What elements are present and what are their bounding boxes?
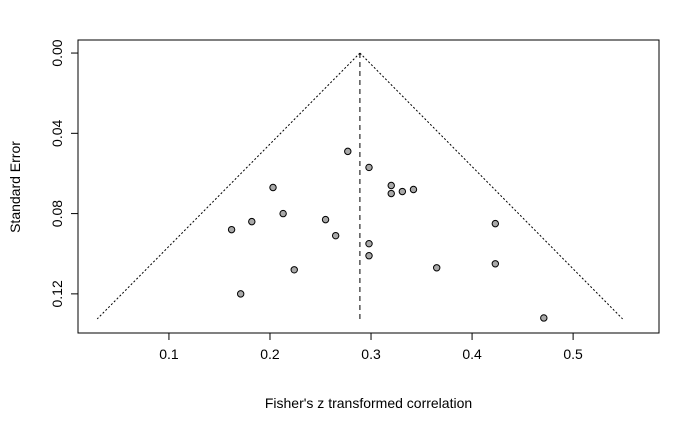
data-points	[227, 147, 548, 322]
data-point	[365, 252, 373, 260]
x-tick-label: 0.3	[361, 346, 381, 362]
data-point	[331, 231, 340, 240]
data-point	[398, 187, 407, 196]
data-point	[236, 290, 245, 298]
x-axis: 0.1 0.2 0.3 0.4 0.5	[159, 332, 583, 362]
y-tick-label: 0.12	[49, 280, 65, 307]
data-point	[387, 189, 395, 198]
data-point	[540, 314, 548, 322]
data-point	[491, 260, 500, 268]
y-tick-label: 0.04	[49, 119, 65, 146]
x-tick-label: 0.1	[159, 346, 179, 362]
data-point	[344, 147, 352, 156]
data-point	[248, 217, 256, 226]
data-point	[321, 215, 330, 224]
data-point	[227, 225, 236, 234]
data-point	[365, 163, 373, 172]
x-axis-label: Fisher's z transformed correlation	[265, 395, 472, 411]
data-point	[491, 219, 500, 228]
y-axis-label: Standard Error	[7, 141, 23, 233]
data-point	[279, 209, 287, 218]
data-point	[365, 239, 373, 248]
y-tick-label: 0.08	[49, 200, 65, 227]
x-tick-label: 0.4	[462, 346, 482, 362]
data-point	[433, 264, 441, 272]
data-point	[269, 183, 277, 192]
data-point	[290, 266, 298, 274]
y-tick-label: 0.00	[49, 39, 65, 66]
x-tick-label: 0.5	[563, 346, 583, 362]
x-tick-label: 0.2	[260, 346, 280, 362]
data-point	[409, 185, 418, 194]
data-point	[387, 181, 395, 190]
y-axis: 0.00 0.04 0.08 0.12	[49, 39, 79, 307]
